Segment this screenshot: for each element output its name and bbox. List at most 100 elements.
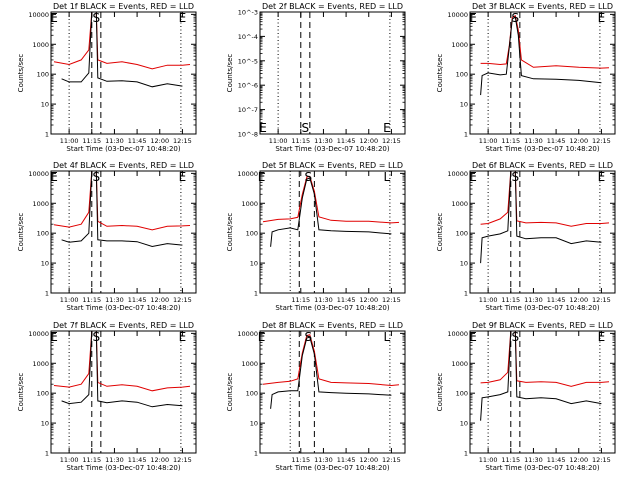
lld-series-line [480, 330, 610, 387]
panel-det-2: Det 2f BLACK = Events, RED = LLD 10^-8 10^… [226, 2, 406, 153]
y-tick-label: 10 [41, 101, 49, 109]
y-tick-label: 100 [456, 390, 468, 398]
lld-series-line [53, 170, 191, 231]
marker-e: E [469, 330, 477, 344]
x-tick-label: 11:30 [105, 137, 124, 145]
marker-e: E [258, 170, 266, 184]
x-tick-label: 12:00 [359, 456, 378, 464]
marker-e: E [469, 170, 477, 184]
y-tick-label: 10000 [237, 330, 258, 338]
panel-title: Det 7f BLACK = Events, RED = LLD [53, 321, 194, 330]
events-series-line [61, 170, 183, 248]
y-tick-label: 1000 [451, 41, 468, 49]
y-tick-label: 10 [250, 260, 258, 268]
x-tick-label: 11:15 [291, 456, 310, 464]
panel-title: Det 9f BLACK = Events, RED = LLD [472, 321, 613, 330]
x-tick-label: 11:15 [501, 137, 520, 145]
plot-frame [50, 11, 197, 135]
y-tick-label: 10 [460, 101, 468, 109]
y-tick-label: 10 [460, 260, 468, 268]
marker-l: L [384, 330, 391, 344]
y-tick-label: 10 [460, 420, 468, 428]
events-series-line [270, 336, 392, 409]
panel-title: Det 5f BLACK = Events, RED = LLD [262, 161, 403, 170]
x-tick-label: 12:00 [150, 456, 169, 464]
y-tick-label: 10^-7 [238, 106, 258, 114]
x-tick-label: 11:15 [291, 137, 310, 145]
marker-e: E [50, 170, 58, 184]
marker-s: S [93, 170, 101, 184]
x-axis-label: Start Time (03-Dec-07 10:48:20) [275, 145, 389, 153]
y-tick-label: 1000 [241, 360, 258, 368]
panel-title: Det 4f BLACK = Events, RED = LLD [53, 161, 194, 170]
y-axis-label: Counts/sec [436, 213, 444, 252]
y-tick-label: 1000 [451, 200, 468, 208]
x-tick-label: 11:45 [128, 456, 147, 464]
lld-series-line [53, 11, 191, 70]
x-tick-label: 12:00 [150, 296, 169, 304]
x-tick-label: 11:00 [479, 137, 498, 145]
marker-s: S [305, 330, 313, 344]
x-tick-label: 11:30 [105, 456, 124, 464]
x-tick-label: 12:15 [173, 137, 192, 145]
x-tick-label: 11:00 [60, 456, 79, 464]
y-tick-label: 1 [254, 290, 258, 298]
y-tick-label: 1 [45, 290, 49, 298]
y-tick-label: 1 [254, 450, 258, 458]
y-tick-label: 10000 [28, 170, 49, 178]
x-tick-label: 12:00 [150, 137, 169, 145]
x-tick-label: 12:00 [359, 296, 378, 304]
y-tick-label: 10^-4 [238, 33, 258, 41]
events-series-line [61, 330, 183, 408]
panel-det-6: Det 6f BLACK = Events, RED = LLD 1 10 100 10… [436, 161, 616, 312]
marker-s: S [512, 330, 520, 344]
panel-title: Det 6f BLACK = Events, RED = LLD [472, 161, 613, 170]
y-tick-label: 10000 [237, 170, 258, 178]
y-tick-label: 10^-8 [238, 131, 258, 139]
y-tick-label: 1000 [32, 200, 49, 208]
x-tick-label: 12:00 [359, 137, 378, 145]
panel-det-1: Det 1f BLACK = Events, RED = LLD 1 10 100 10… [17, 2, 197, 153]
lld-series-line [262, 175, 400, 224]
x-tick-label: 11:30 [105, 296, 124, 304]
x-tick-label: 12:15 [592, 137, 611, 145]
y-tick-label: 1000 [451, 360, 468, 368]
x-tick-label: 11:00 [479, 456, 498, 464]
x-tick-label: 12:00 [569, 296, 588, 304]
marker-e: E [469, 11, 477, 25]
panel-det-4: Det 4f BLACK = Events, RED = LLD 1 10 100 10… [17, 161, 197, 312]
x-tick-label: 11:30 [524, 296, 543, 304]
y-tick-label: 10000 [28, 11, 49, 19]
x-tick-label: 11:45 [337, 296, 356, 304]
marker-s: S [305, 170, 313, 184]
y-axis-label: Counts/sec [17, 54, 25, 93]
y-tick-label: 1 [45, 450, 49, 458]
marker-e: E [179, 330, 187, 344]
x-tick-label: 12:00 [569, 137, 588, 145]
x-axis-label: Start Time (03-Dec-07 10:48:20) [485, 464, 599, 472]
y-axis-label: Counts/sec [436, 373, 444, 412]
y-tick-label: 1 [464, 290, 468, 298]
x-tick-label: 11:30 [314, 296, 333, 304]
y-tick-label: 100 [37, 390, 49, 398]
marker-e: E [598, 11, 606, 25]
x-tick-label: 11:45 [337, 456, 356, 464]
marker-e: E [50, 330, 58, 344]
x-tick-label: 12:15 [173, 456, 192, 464]
x-tick-label: 11:45 [547, 296, 566, 304]
panel-title: Det 8f BLACK = Events, RED = LLD [262, 321, 403, 330]
y-tick-label: 100 [456, 230, 468, 238]
y-tick-label: 10 [41, 420, 49, 428]
marker-s: S [93, 330, 101, 344]
y-tick-label: 10^-5 [238, 57, 258, 65]
events-series-line [480, 170, 602, 264]
plot-frame [50, 170, 197, 294]
x-axis-label: Start Time (03-Dec-07 10:48:20) [66, 304, 180, 312]
x-tick-label: 11:00 [269, 137, 288, 145]
marker-e: E [383, 121, 391, 135]
y-tick-label: 1000 [32, 41, 49, 49]
panel-title: Det 2f BLACK = Events, RED = LLD [262, 2, 403, 11]
x-tick-label: 11:15 [291, 296, 310, 304]
y-tick-label: 1000 [241, 200, 258, 208]
